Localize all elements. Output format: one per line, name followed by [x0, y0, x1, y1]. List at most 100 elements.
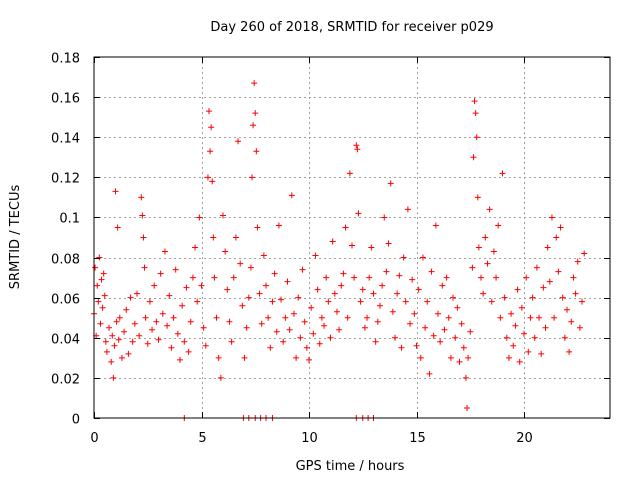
data-point — [383, 268, 390, 275]
data-point — [146, 298, 153, 305]
data-point — [226, 318, 233, 325]
data-point — [447, 354, 454, 361]
data-point — [168, 344, 175, 351]
data-point — [179, 302, 186, 309]
data-point — [482, 234, 489, 241]
data-point — [153, 318, 160, 325]
data-point — [540, 284, 547, 291]
data-point — [400, 254, 407, 261]
y-tick-label: 0 — [72, 413, 80, 428]
data-point — [215, 354, 222, 361]
data-point — [327, 334, 334, 341]
data-point — [97, 320, 104, 327]
data-point — [111, 342, 118, 349]
axis-ticks — [94, 57, 610, 419]
data-point — [196, 214, 203, 221]
data-point — [527, 314, 534, 321]
data-point — [424, 298, 431, 305]
data-point — [342, 224, 349, 231]
data-point — [387, 180, 394, 187]
data-point — [208, 124, 215, 131]
data-point — [426, 370, 433, 377]
data-point — [493, 274, 500, 281]
data-point — [100, 270, 107, 277]
data-point — [469, 264, 476, 271]
data-point — [232, 234, 239, 241]
data-point — [454, 304, 461, 311]
data-point — [172, 266, 179, 273]
data-point — [103, 348, 110, 355]
data-point — [512, 322, 519, 329]
data-point — [336, 326, 343, 333]
data-point — [419, 254, 426, 261]
y-tick-label: 0.02 — [51, 373, 80, 388]
data-point — [271, 270, 278, 277]
data-point — [544, 244, 551, 251]
data-point — [125, 350, 132, 357]
data-point — [379, 282, 386, 289]
data-point — [523, 274, 530, 281]
data-point — [290, 310, 297, 317]
data-point — [183, 284, 190, 291]
data-point — [308, 304, 315, 311]
y-tick-label: 0.18 — [51, 52, 80, 67]
data-point — [253, 148, 260, 155]
data-point — [538, 350, 545, 357]
data-point — [286, 326, 293, 333]
data-point — [355, 210, 362, 217]
data-point — [564, 306, 570, 313]
data-point — [546, 278, 553, 285]
data-point — [318, 314, 325, 321]
data-point — [428, 268, 435, 275]
data-point — [267, 344, 274, 351]
x-axis-label: GPS time / hours — [296, 459, 405, 474]
data-point — [372, 338, 379, 345]
data-point — [470, 154, 477, 161]
x-tick-label: 5 — [198, 431, 206, 446]
data-point — [323, 274, 330, 281]
data-point — [521, 330, 527, 337]
data-point — [529, 294, 536, 301]
data-point — [192, 244, 199, 251]
data-point — [576, 324, 583, 331]
data-point — [432, 222, 439, 229]
x-tick-label: 15 — [409, 431, 426, 446]
data-point — [142, 314, 149, 321]
data-point — [118, 354, 125, 361]
data-point — [357, 298, 364, 305]
data-point — [151, 282, 158, 289]
data-point — [557, 224, 564, 231]
data-point — [251, 80, 258, 87]
x-tick-label: 0 — [90, 431, 98, 446]
data-point — [499, 170, 506, 177]
data-point — [94, 282, 101, 289]
data-point — [217, 374, 224, 381]
data-point — [303, 344, 310, 351]
data-point — [288, 192, 295, 199]
data-point — [222, 248, 229, 255]
data-point — [241, 354, 248, 361]
data-point — [411, 310, 418, 317]
data-point — [204, 174, 211, 181]
data-point — [220, 212, 226, 219]
y-tick-label: 0.04 — [51, 333, 80, 348]
data-point — [346, 170, 353, 177]
data-point — [443, 274, 450, 281]
data-point — [131, 320, 138, 327]
data-point — [374, 318, 381, 325]
data-point — [475, 244, 482, 251]
data-point — [452, 334, 459, 341]
data-point — [269, 298, 276, 305]
data-point — [398, 344, 405, 351]
data-point — [551, 314, 558, 321]
data-point — [297, 334, 304, 341]
data-point — [510, 342, 517, 349]
data-point — [497, 314, 504, 321]
data-point — [501, 294, 508, 301]
data-point — [486, 206, 493, 213]
data-point — [108, 358, 115, 365]
data-point — [462, 374, 469, 381]
y-axis-label: SRMTID / TECUs — [8, 185, 23, 290]
data-point — [531, 334, 538, 341]
data-point — [181, 338, 188, 345]
